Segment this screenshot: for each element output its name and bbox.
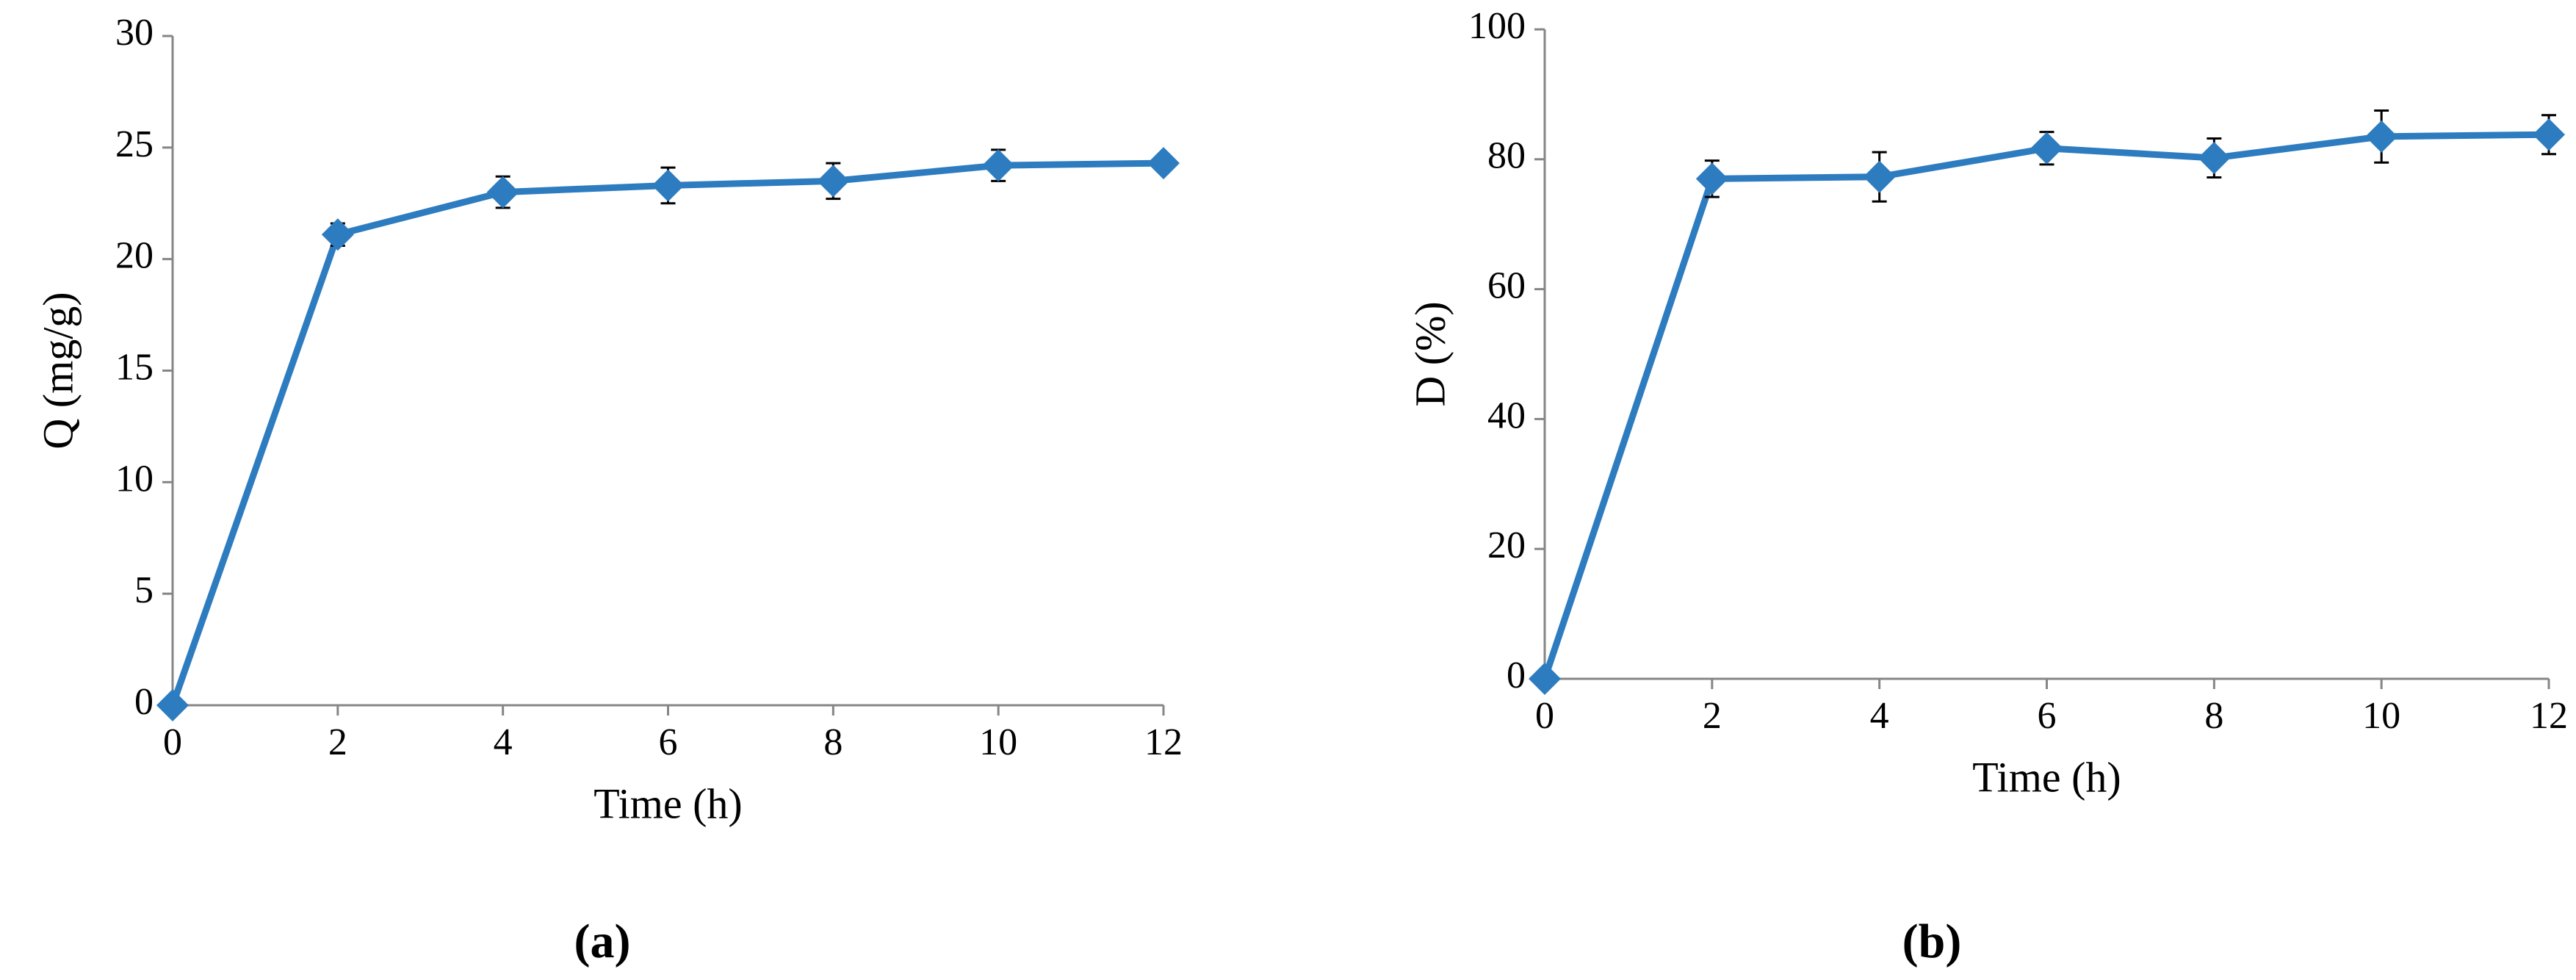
- panel-label: (a): [574, 915, 631, 968]
- y-tick-label: 0: [1507, 655, 1526, 696]
- x-tick-label: 2: [328, 721, 347, 763]
- marker: [2198, 142, 2231, 175]
- y-tick-label: 20: [1487, 525, 1526, 566]
- marker: [1147, 147, 1180, 180]
- y-tick-label: 40: [1487, 394, 1526, 436]
- x-tick-label: 12: [2530, 695, 2568, 737]
- y-tick-label: 60: [1487, 265, 1526, 307]
- x-tick-label: 6: [659, 721, 678, 763]
- marker: [1863, 160, 1896, 193]
- y-tick-label: 0: [134, 681, 154, 723]
- marker: [156, 689, 189, 721]
- data-line: [169, 159, 1164, 707]
- y-tick-label: 100: [1468, 5, 1526, 47]
- marker: [2030, 131, 2063, 165]
- marker: [1695, 162, 1728, 195]
- x-axis-label: Time (h): [594, 779, 743, 827]
- marker: [652, 169, 685, 202]
- y-tick-label: 80: [1487, 135, 1526, 177]
- x-tick-label: 12: [1144, 721, 1183, 763]
- x-tick-label: 10: [979, 721, 1017, 763]
- marker: [1529, 663, 1561, 695]
- x-tick-label: 0: [163, 721, 182, 763]
- x-tick-label: 10: [2362, 695, 2400, 737]
- y-tick-label: 5: [134, 569, 154, 611]
- marker: [486, 176, 519, 209]
- x-tick-label: 8: [2204, 695, 2223, 737]
- marker: [2365, 120, 2398, 153]
- x-tick-label: 8: [823, 721, 843, 763]
- panel-label: (b): [1902, 915, 1962, 968]
- y-tick-label: 10: [115, 458, 154, 500]
- marker: [982, 149, 1015, 182]
- x-tick-label: 4: [1870, 695, 1889, 737]
- x-tick-label: 2: [1703, 695, 1722, 737]
- x-tick-label: 4: [494, 721, 513, 763]
- x-tick-label: 6: [2038, 695, 2057, 737]
- x-tick-label: 0: [1535, 695, 1554, 737]
- marker: [817, 165, 850, 198]
- data-line: [1541, 131, 2550, 680]
- y-tick-label: 15: [115, 346, 154, 388]
- y-tick-label: 30: [115, 12, 154, 54]
- marker: [321, 218, 354, 251]
- y-axis-label: Q (mg/g): [34, 292, 82, 449]
- y-axis-label: D (%): [1406, 301, 1454, 406]
- y-tick-label: 20: [115, 235, 154, 277]
- y-tick-label: 25: [115, 123, 154, 165]
- marker: [2533, 118, 2565, 151]
- x-axis-label: Time (h): [1972, 753, 2121, 801]
